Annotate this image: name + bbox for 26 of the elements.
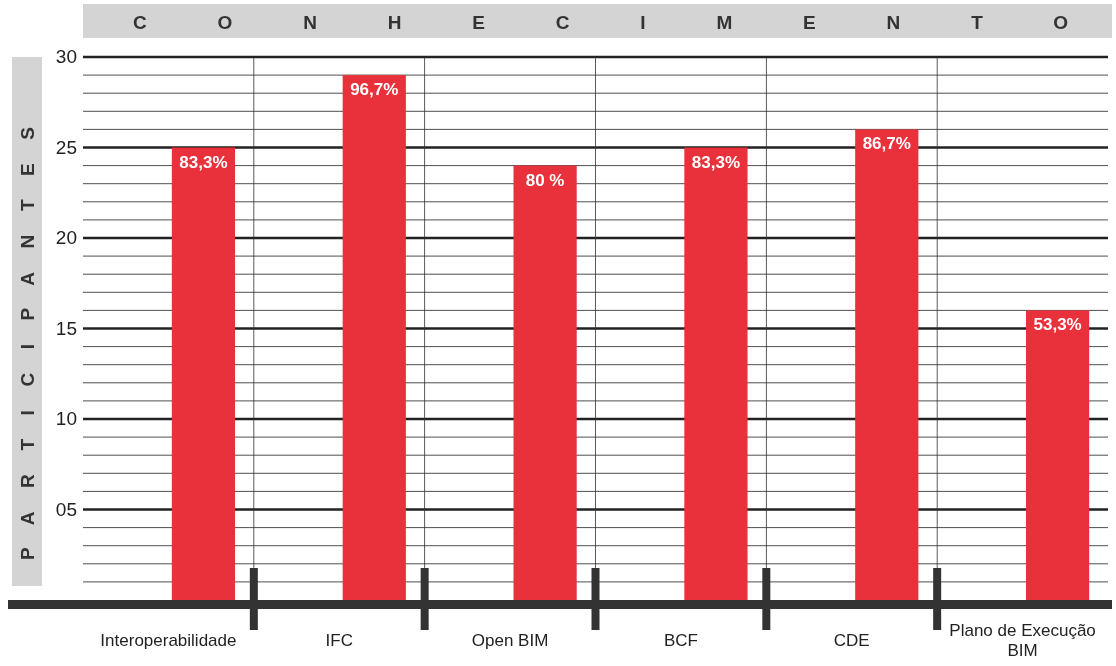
y-tick-label: 05 bbox=[55, 498, 77, 520]
annotation: 96,7% bbox=[350, 80, 399, 100]
x-tick-label: Plano de Execução BIM bbox=[949, 621, 1096, 660]
annotation: 53,3% bbox=[1033, 315, 1082, 335]
annotation: 86,7% bbox=[862, 134, 911, 154]
bar bbox=[1026, 310, 1090, 600]
bar bbox=[342, 75, 406, 600]
x-tick-label: IFC bbox=[325, 631, 353, 650]
y-tick-label: 30 bbox=[55, 46, 77, 67]
annotation: 80 % bbox=[525, 170, 565, 190]
x-tick-label: BCF bbox=[663, 631, 698, 650]
bar bbox=[855, 129, 919, 600]
y-tick-label: 10 bbox=[55, 408, 77, 429]
annotation: 83,3% bbox=[179, 152, 228, 172]
y-tick-label: 25 bbox=[55, 136, 77, 158]
bar bbox=[171, 147, 236, 600]
y-axis-title: PARTICIPANTES bbox=[17, 127, 38, 560]
annotation: 83,3% bbox=[691, 152, 741, 172]
bar bbox=[513, 165, 577, 600]
x-tick-label: Open BIM bbox=[471, 631, 549, 650]
y-tick-label: 20 bbox=[55, 227, 77, 248]
chart-title: CONHECIMENTO bbox=[133, 12, 1068, 33]
x-tick-label: CDE bbox=[833, 631, 870, 650]
bar bbox=[684, 147, 748, 600]
x-tick-label: Interoperabilidade bbox=[100, 631, 237, 650]
y-tick-label: 15 bbox=[55, 317, 77, 339]
